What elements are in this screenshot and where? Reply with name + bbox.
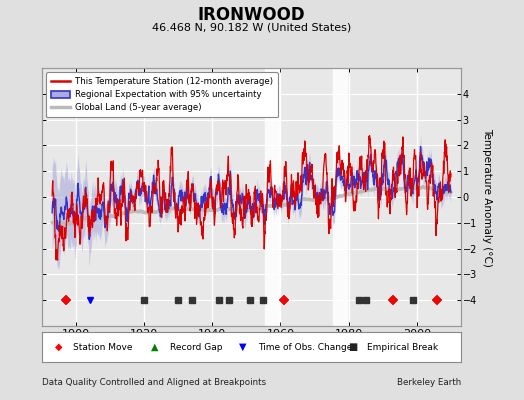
Text: Data Quality Controlled and Aligned at Breakpoints: Data Quality Controlled and Aligned at B… — [42, 378, 266, 387]
Text: Time of Obs. Change: Time of Obs. Change — [258, 342, 352, 352]
Bar — [333, 68, 347, 326]
Text: 46.468 N, 90.182 W (United States): 46.468 N, 90.182 W (United States) — [152, 22, 351, 32]
Text: Berkeley Earth: Berkeley Earth — [397, 378, 461, 387]
Text: Record Gap: Record Gap — [170, 342, 222, 352]
Text: IRONWOOD: IRONWOOD — [198, 6, 305, 24]
Text: ■: ■ — [348, 342, 357, 352]
Text: ◆: ◆ — [54, 342, 62, 352]
Text: Station Move: Station Move — [73, 342, 133, 352]
Legend: This Temperature Station (12-month average), Regional Expectation with 95% uncer: This Temperature Station (12-month avera… — [46, 72, 278, 117]
Text: ▲: ▲ — [151, 342, 158, 352]
Text: ▼: ▼ — [239, 342, 246, 352]
Text: Empirical Break: Empirical Break — [367, 342, 438, 352]
Y-axis label: Temperature Anomaly (°C): Temperature Anomaly (°C) — [483, 128, 493, 266]
Bar — [265, 68, 279, 326]
